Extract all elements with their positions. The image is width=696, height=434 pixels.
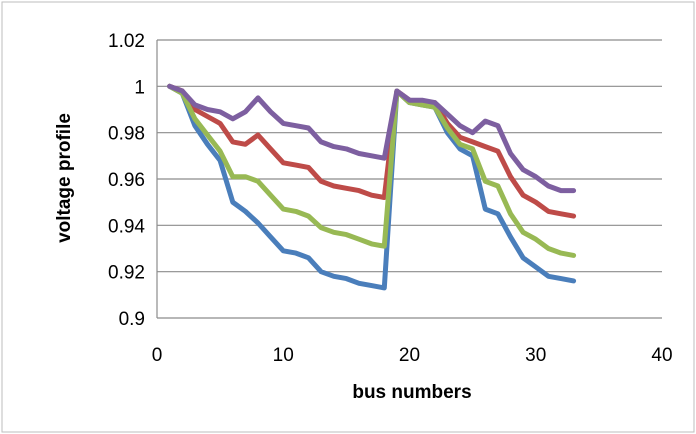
tick-labels: 0.9 0.92 0.94 0.96 0.98 1 1.02 0 10 20 30 40 xyxy=(108,31,673,366)
series-lines xyxy=(167,83,577,291)
x-tick-label: 20 xyxy=(399,345,420,366)
series-line-1 xyxy=(167,83,577,291)
series-line-2 xyxy=(167,83,577,219)
x-tick-label: 40 xyxy=(651,345,672,366)
x-axis-title: bus numbers xyxy=(352,382,471,403)
series-line-3 xyxy=(167,83,577,258)
y-tick-label: 0.96 xyxy=(108,170,145,191)
y-tick-label: 0.92 xyxy=(108,263,145,284)
x-tick-label: 30 xyxy=(525,345,546,366)
y-tick-label: 1 xyxy=(134,77,145,98)
y-tick-label: 0.9 xyxy=(119,309,145,330)
y-tick-label: 1.02 xyxy=(108,31,145,52)
x-tick-label: 10 xyxy=(273,345,294,366)
series-line-4 xyxy=(167,83,577,194)
y-axis-title: voltage profile xyxy=(54,113,75,243)
y-tick-label: 0.98 xyxy=(108,124,145,145)
x-tick-label: 0 xyxy=(152,345,163,366)
y-tick-label: 0.94 xyxy=(108,216,145,237)
